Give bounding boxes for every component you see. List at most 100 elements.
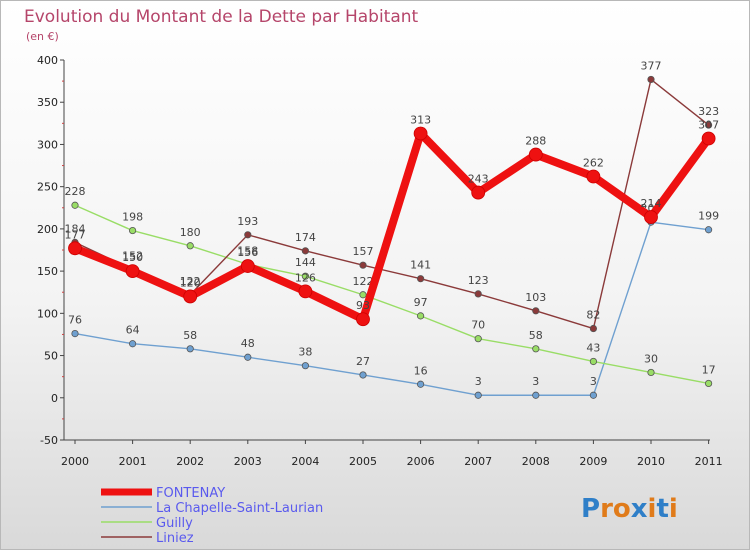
x-tick-label: 2004	[291, 455, 319, 468]
data-label: 177	[65, 228, 86, 241]
data-point	[298, 284, 313, 299]
data-label: 288	[525, 135, 546, 148]
y-tick-label: 0	[51, 392, 58, 405]
data-point	[129, 340, 137, 348]
chart-title: Evolution du Montant de la Dette par Hab…	[24, 7, 419, 27]
data-label: 82	[586, 309, 600, 322]
data-point	[704, 121, 713, 129]
y-tick-label: 200	[37, 223, 58, 236]
data-label: 228	[65, 185, 86, 198]
series-guilly: 228 198 180 158 144 122 97 70 58 43 30 17	[65, 185, 716, 388]
data-label: 184	[65, 222, 86, 235]
data-point	[240, 259, 255, 273]
x-tick-label: 2001	[119, 455, 147, 468]
data-label: 48	[241, 337, 255, 350]
data-label: 150	[122, 251, 143, 264]
x-tick-label: 2007	[464, 455, 492, 468]
data-label: 3	[475, 375, 482, 388]
data-label: 199	[698, 210, 719, 223]
y-tick-label: 250	[37, 181, 58, 194]
logo-letter: P	[581, 494, 600, 524]
series-line	[74, 204, 709, 385]
data-label: 58	[183, 329, 197, 342]
data-point	[704, 226, 713, 234]
data-point	[183, 289, 198, 304]
proxiti-logo: Proxiti	[581, 494, 678, 524]
data-point	[71, 201, 79, 209]
data-point	[71, 329, 79, 338]
data-point	[416, 275, 425, 283]
y-ticks: -50 0 50 100 150 200 250 300 350 400	[37, 54, 64, 447]
logo-letter: o	[613, 494, 631, 524]
data-label: 323	[698, 105, 719, 118]
data-point	[647, 75, 655, 84]
legend-label: La Chapelle-Saint-Laurian	[156, 501, 323, 516]
data-label: 214	[641, 197, 662, 210]
data-label: 38	[298, 346, 312, 359]
y-tick-label: 100	[37, 307, 58, 320]
data-label: 193	[237, 215, 258, 228]
y-tick-label: -50	[40, 434, 58, 447]
data-point	[474, 290, 482, 298]
data-point	[586, 169, 601, 184]
data-label: 307	[698, 119, 719, 132]
data-label: 3	[590, 375, 597, 388]
data-label: 141	[410, 259, 431, 272]
legend-label: FONTENAY	[156, 486, 225, 501]
x-tick-label: 2006	[407, 455, 435, 468]
x-ticks: 2000 2001 2002 2003 2004 2005 2006 2007 2008 2009…	[61, 440, 723, 468]
data-label: 103	[525, 291, 546, 304]
data-point	[416, 380, 425, 388]
data-point	[701, 131, 716, 146]
x-tick-label: 2005	[349, 455, 377, 468]
data-point	[647, 368, 655, 377]
data-label: 122	[353, 275, 374, 288]
legend-label: Liniez	[156, 531, 194, 546]
data-point	[704, 379, 713, 388]
data-point	[356, 312, 370, 327]
data-point	[301, 272, 309, 280]
data-label: 156	[237, 246, 258, 259]
data-label: 122	[180, 275, 201, 288]
logo-letter: x	[631, 494, 648, 524]
data-label: 3	[532, 375, 539, 388]
data-label: 97	[414, 296, 428, 309]
series-line	[73, 129, 712, 324]
data-point	[474, 391, 482, 399]
data-label: 174	[295, 231, 316, 244]
data-label: 126	[295, 271, 316, 284]
data-point	[301, 247, 309, 255]
data-point	[129, 226, 137, 235]
data-label: 262	[583, 157, 604, 170]
logo-letter: r	[600, 494, 613, 524]
data-label: 313	[410, 113, 431, 126]
series-fontenay: 177 150 120 156 126 93 313 243 288 262 214 307	[65, 113, 719, 327]
data-point	[186, 242, 194, 250]
data-point	[532, 391, 540, 399]
data-point	[474, 335, 482, 343]
y-tick-label: 350	[37, 96, 58, 109]
data-label: 76	[68, 314, 82, 327]
data-label: 16	[414, 364, 428, 377]
data-label: 158	[237, 244, 258, 257]
data-label: 27	[356, 355, 370, 368]
data-point	[244, 231, 252, 239]
data-label: 17	[702, 363, 716, 376]
data-label: 198	[122, 211, 143, 224]
data-label: 93	[356, 299, 370, 312]
data-point	[359, 371, 367, 379]
x-tick-label: 2000	[61, 455, 89, 468]
data-point	[644, 210, 658, 224]
y-tick-label: 400	[37, 54, 58, 67]
x-tick-label: 2011	[695, 455, 723, 468]
data-label: 152	[122, 249, 143, 262]
series-line	[74, 221, 709, 396]
chart-subtitle: (en €)	[26, 30, 59, 43]
logo-letter: i	[669, 494, 678, 524]
logo-letter: i	[648, 494, 657, 524]
data-point	[528, 147, 543, 162]
data-label: 43	[586, 341, 600, 354]
